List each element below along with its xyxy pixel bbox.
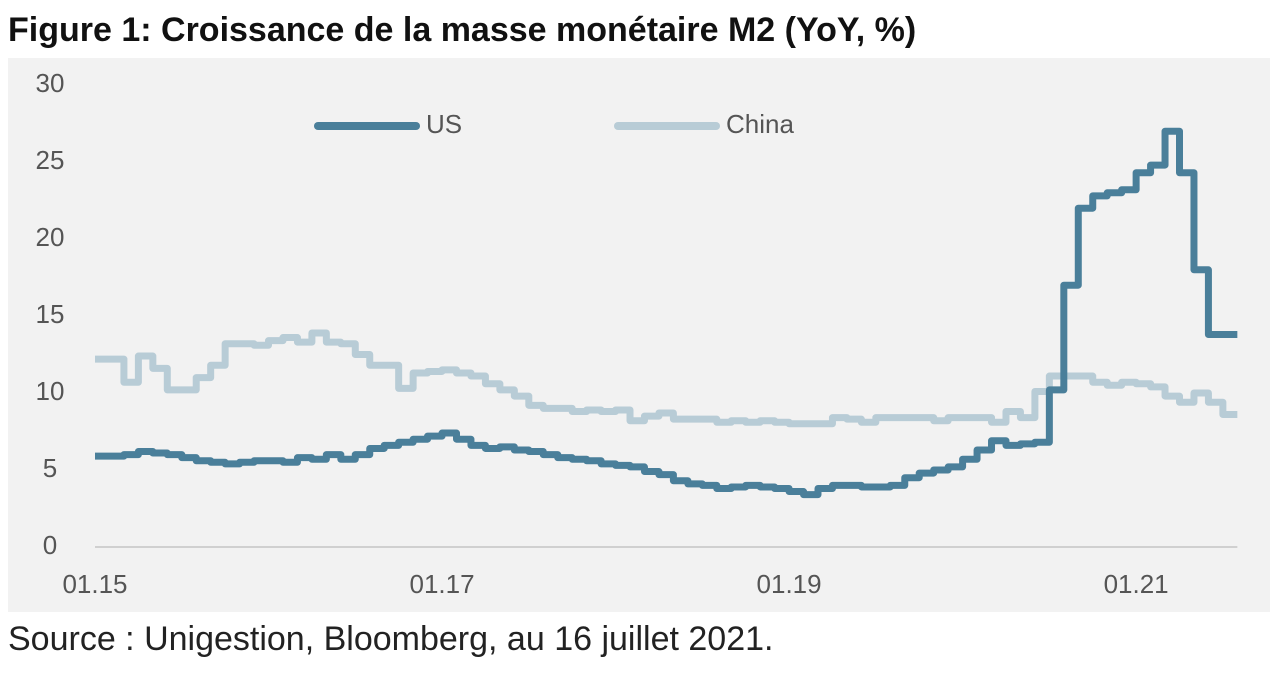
- source-note: Source : Unigestion, Bloomberg, au 16 ju…: [8, 620, 773, 658]
- x-tick-label: 01.15: [62, 569, 127, 599]
- y-tick-label: 30: [36, 68, 65, 98]
- x-tick-label: 01.21: [1104, 569, 1169, 599]
- y-tick-label: 20: [36, 222, 65, 252]
- chart-title: Figure 1: Croissance de la masse monétai…: [8, 11, 916, 49]
- y-tick-label: 25: [36, 145, 65, 175]
- plot-background: [8, 58, 1270, 612]
- y-tick-label: 15: [36, 299, 65, 329]
- y-tick-label: 10: [36, 376, 65, 406]
- x-tick-label: 01.19: [757, 569, 822, 599]
- y-tick-label: 5: [43, 453, 57, 483]
- series-line: [95, 127, 1238, 499]
- series-line: [95, 329, 1238, 428]
- y-tick-label: 0: [43, 530, 57, 560]
- legend-label: US: [426, 109, 462, 139]
- legend-label: China: [726, 109, 794, 139]
- x-tick-label: 01.17: [410, 569, 475, 599]
